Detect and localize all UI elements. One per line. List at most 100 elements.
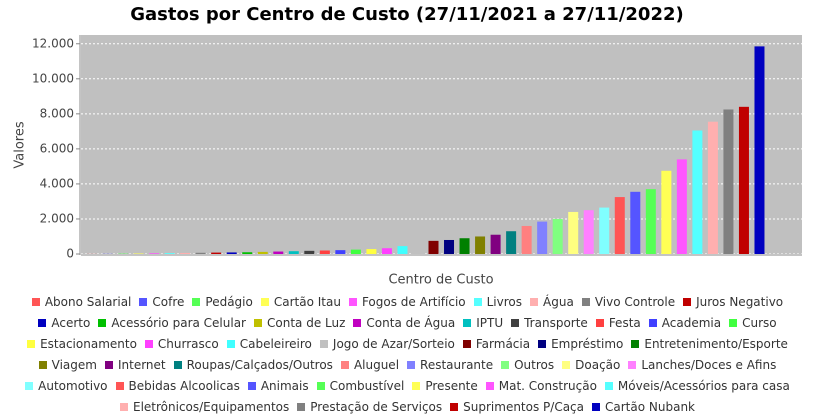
legend-label: Churrasco — [158, 337, 219, 351]
y-tick-label: 12.000 — [32, 36, 74, 50]
legend-swatch — [538, 340, 546, 348]
bar — [723, 109, 733, 254]
bar — [242, 252, 252, 254]
legend-label: Aluguel — [354, 358, 399, 372]
legend-label: Academia — [662, 316, 721, 330]
y-axis-label: Valores — [13, 121, 28, 168]
bar — [211, 253, 221, 254]
legend-label: Fogos de Artifício — [362, 295, 466, 309]
bar — [382, 248, 392, 254]
legend-item: Jogo de Azar/Sorteio — [320, 336, 455, 352]
legend-swatch — [145, 340, 153, 348]
legend-label: Transporte — [524, 316, 588, 330]
legend-item: Juros Negativo — [683, 294, 783, 310]
legend-swatch — [120, 403, 128, 411]
bar — [506, 231, 516, 254]
legend-item: Conta de Luz — [254, 315, 345, 331]
legend-label: Curso — [742, 316, 777, 330]
legend-swatch — [320, 340, 328, 348]
bar — [320, 250, 330, 254]
legend-label: Animais — [261, 379, 309, 393]
legend-swatch — [116, 382, 124, 390]
legend-item: Água — [530, 294, 574, 310]
legend-swatch — [98, 319, 106, 327]
legend-label: Presente — [425, 379, 477, 393]
legend-label: Combustível — [330, 379, 405, 393]
legend-swatch — [649, 319, 657, 327]
legend-swatch — [39, 361, 47, 369]
bar — [475, 236, 485, 254]
legend: Abono Salarial Cofre Pedágio Cartão Itau Fog… — [0, 294, 815, 415]
legend-label: Entretenimento/Esporte — [644, 337, 788, 351]
bar — [708, 122, 718, 254]
legend-item: Pedágio — [192, 294, 252, 310]
legend-swatch — [192, 298, 200, 306]
bar — [444, 240, 454, 254]
legend-label: Automotivo — [38, 379, 107, 393]
legend-label: Jogo de Azar/Sorteio — [333, 337, 455, 351]
bar — [413, 242, 423, 254]
legend-label: Restaurante — [420, 358, 493, 372]
legend-item: Bebidas Alcoolicas — [116, 378, 240, 394]
legend-item: Abono Salarial — [32, 294, 132, 310]
legend-swatch — [530, 298, 538, 306]
legend-label: Farmácia — [476, 337, 530, 351]
legend-swatch — [596, 319, 604, 327]
legend-swatch — [511, 319, 519, 327]
bar — [754, 46, 764, 254]
legend-item: Farmácia — [463, 336, 530, 352]
legend-item: Animais — [248, 378, 309, 394]
legend-item: Roupas/Calçados/Outros — [174, 357, 333, 373]
legend-swatch — [407, 361, 415, 369]
legend-item: Curso — [729, 315, 777, 331]
legend-item: Festa — [596, 315, 641, 331]
legend-label: Empréstimo — [551, 337, 623, 351]
legend-swatch — [297, 403, 305, 411]
legend-swatch — [463, 319, 471, 327]
legend-label: Pedágio — [205, 295, 252, 309]
legend-swatch — [474, 298, 482, 306]
chart-title: Gastos por Centro de Custo (27/11/2021 a… — [130, 4, 683, 25]
legend-item: Cofre — [139, 294, 184, 310]
bar — [739, 107, 749, 254]
legend-label: IPTU — [476, 316, 503, 330]
legend-label: Estacionamento — [40, 337, 137, 351]
legend-swatch — [450, 403, 458, 411]
legend-swatch — [174, 361, 182, 369]
bar — [522, 226, 532, 254]
bar — [429, 241, 439, 254]
legend-item: Móveis/Acessórios para casa — [605, 378, 790, 394]
legend-swatch — [628, 361, 636, 369]
bar — [351, 250, 361, 254]
y-tick-label: 4.000 — [40, 176, 74, 190]
legend-label: Conta de Luz — [267, 316, 345, 330]
legend-item: Eletrônicos/Equipamentos — [120, 399, 289, 415]
legend-label: Abono Salarial — [45, 295, 132, 309]
legend-item: Conta de Água — [353, 315, 455, 331]
bar — [553, 219, 563, 254]
bar — [180, 253, 190, 254]
legend-item: Entretenimento/Esporte — [631, 336, 788, 352]
bar — [661, 171, 671, 254]
legend-swatch — [729, 319, 737, 327]
legend-item: Suprimentos P/Caça — [450, 399, 584, 415]
legend-item: Acessório para Celular — [98, 315, 246, 331]
legend-item: Viagem — [39, 357, 97, 373]
legend-item: Restaurante — [407, 357, 493, 373]
legend-swatch — [486, 382, 494, 390]
legend-item: IPTU — [463, 315, 503, 331]
legend-item: Empréstimo — [538, 336, 623, 352]
legend-item: Acerto — [38, 315, 90, 331]
bar — [615, 197, 625, 254]
legend-swatch — [341, 361, 349, 369]
legend-item: Presente — [412, 378, 477, 394]
legend-swatch — [412, 382, 420, 390]
legend-item: Cabeleireiro — [227, 336, 312, 352]
bar — [491, 235, 501, 254]
legend-swatch — [139, 298, 147, 306]
bar — [165, 253, 175, 254]
bar — [227, 252, 237, 254]
legend-label: Cartão Itau — [274, 295, 341, 309]
bar — [646, 189, 656, 254]
legend-swatch — [582, 298, 590, 306]
